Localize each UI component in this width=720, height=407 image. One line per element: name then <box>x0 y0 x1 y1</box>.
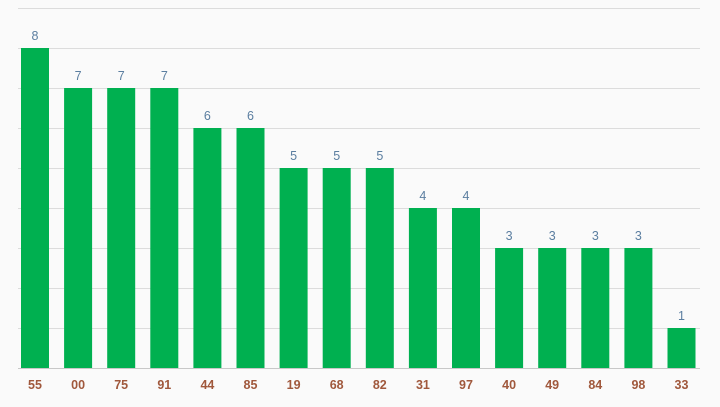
bar-40 <box>495 248 524 368</box>
value-label-33: 1 <box>678 309 685 323</box>
value-label-40: 3 <box>506 229 513 243</box>
category-labels: 55 00 75 91 44 85 19 68 82 31 97 40 49 84 98 33 <box>28 378 688 392</box>
value-label-98: 3 <box>635 229 642 243</box>
bar-91 <box>150 88 179 368</box>
category-label-44: 44 <box>200 378 214 392</box>
category-label-98: 98 <box>631 378 645 392</box>
category-label-31: 31 <box>416 378 430 392</box>
value-label-49: 3 <box>549 229 556 243</box>
bar-85 <box>236 128 265 368</box>
category-label-68: 68 <box>330 378 344 392</box>
category-label-75: 75 <box>114 378 128 392</box>
category-label-84: 84 <box>588 378 602 392</box>
bar-19 <box>279 168 308 368</box>
category-label-40: 40 <box>502 378 516 392</box>
value-label-68: 5 <box>333 149 340 163</box>
value-labels: 8 7 7 7 6 6 5 5 5 4 4 3 3 3 3 1 <box>32 29 686 323</box>
bar-00 <box>64 88 93 368</box>
value-label-97: 4 <box>463 189 470 203</box>
value-label-55: 8 <box>32 29 39 43</box>
bar-98 <box>624 248 653 368</box>
value-label-44: 6 <box>204 109 211 123</box>
category-label-55: 55 <box>28 378 42 392</box>
value-label-75: 7 <box>118 69 125 83</box>
category-label-49: 49 <box>545 378 559 392</box>
category-label-97: 97 <box>459 378 473 392</box>
value-label-00: 7 <box>75 69 82 83</box>
value-label-84: 3 <box>592 229 599 243</box>
value-label-91: 7 <box>161 69 168 83</box>
category-label-82: 82 <box>373 378 387 392</box>
bar-55 <box>21 48 49 368</box>
bar-68 <box>322 168 351 368</box>
category-label-19: 19 <box>287 378 301 392</box>
category-label-33: 33 <box>675 378 689 392</box>
bar-49 <box>538 248 567 368</box>
value-label-82: 5 <box>376 149 383 163</box>
category-label-00: 00 <box>71 378 85 392</box>
bar-84 <box>581 248 610 368</box>
bar-33 <box>667 328 696 368</box>
bar-75 <box>107 88 136 368</box>
category-label-91: 91 <box>157 378 171 392</box>
value-label-31: 4 <box>419 189 426 203</box>
value-label-85: 6 <box>247 109 254 123</box>
bar-44 <box>193 128 222 368</box>
bar-82 <box>365 168 394 368</box>
value-label-19: 5 <box>290 149 297 163</box>
bar-31 <box>408 208 437 368</box>
bars <box>21 48 696 368</box>
category-label-85: 85 <box>244 378 258 392</box>
bar-97 <box>452 208 480 368</box>
